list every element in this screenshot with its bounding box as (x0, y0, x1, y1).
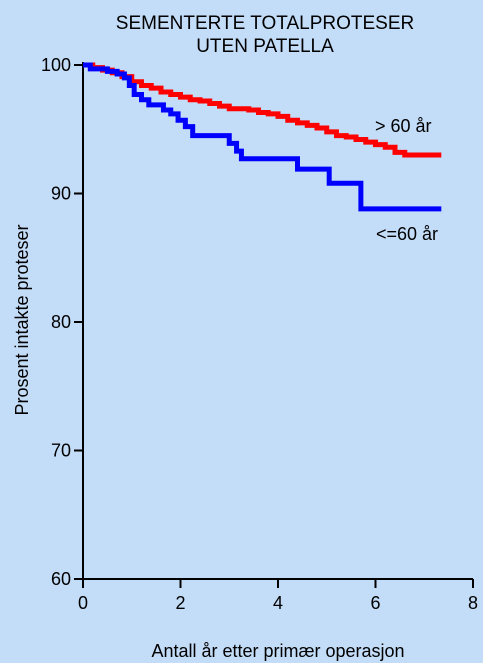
y-tick-label: 100 (41, 55, 71, 75)
y-tick-label: 80 (51, 312, 71, 332)
y-axis-label: Prosent intakte proteser (12, 224, 32, 415)
chart-title-line-1: SEMENTERTE TOTALPROTESER (115, 13, 415, 34)
x-tick-label: 6 (370, 593, 380, 613)
x-tick-label: 2 (175, 593, 185, 613)
y-tick-label: 60 (51, 569, 71, 589)
series-line-over-60 (83, 62, 442, 158)
series-layer (83, 62, 442, 212)
x-tick-label: 0 (78, 593, 88, 613)
ticks: 0 2 4 6 8 60 70 80 90 100 (41, 55, 478, 613)
x-axis-label: Antall år etter primær operasjon (151, 641, 404, 661)
series-line-under-60 (83, 62, 442, 212)
y-tick-label: 70 (51, 441, 71, 461)
axes (82, 62, 473, 580)
x-tick-label: 4 (273, 593, 283, 613)
legend-label-under-60: <=60 år (376, 224, 438, 244)
chart-title-line-2: UTEN PATELLA (196, 36, 334, 57)
x-tick-label: 8 (468, 593, 478, 613)
y-tick-label: 90 (51, 184, 71, 204)
legend-label-over-60: > 60 år (375, 116, 432, 136)
